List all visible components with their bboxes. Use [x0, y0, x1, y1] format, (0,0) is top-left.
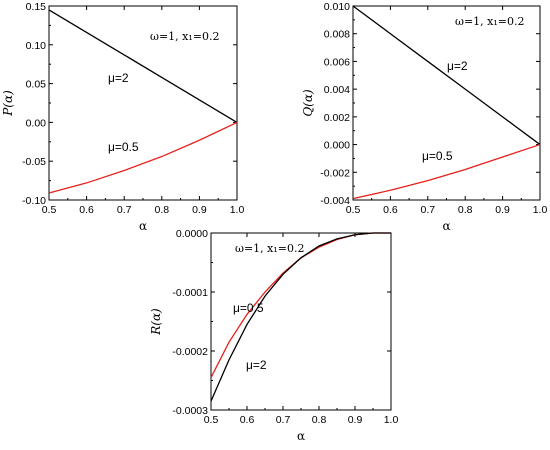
x-tick-label: 0.6: [79, 204, 94, 216]
y-tick-label: 0.15: [26, 1, 47, 13]
y-tick-label: 0.00: [26, 117, 47, 129]
series-label-2: μ=2: [246, 358, 267, 372]
series-line-1: [48, 9, 238, 123]
series-label-1: μ=0.5: [233, 301, 264, 315]
x-axis-label: α: [442, 219, 450, 233]
x-tick-label: 0.6: [383, 204, 398, 216]
x-tick-label: 0.5: [346, 204, 361, 216]
x-tick-label: 0.5: [204, 414, 219, 426]
y-axis-label: P(α): [1, 90, 15, 117]
parameter-annotation: ω=1, x₁=0.2: [455, 15, 525, 28]
parameter-annotation: ω=1, x₁=0.2: [150, 30, 220, 43]
y-tick-label: -0.0003: [172, 405, 208, 417]
y-tick-label: 0.002: [324, 112, 350, 124]
y-axis-label: R(α): [149, 308, 163, 336]
y-tick-label: -0.10: [22, 195, 46, 207]
series-line-1: [352, 5, 541, 146]
series-label-1: μ=2: [447, 59, 468, 73]
y-tick-label: 0.10: [26, 40, 47, 52]
x-tick-label: 0.7: [420, 204, 435, 216]
y-tick-label: 0.0000: [176, 228, 208, 240]
series-label-2: μ=0.5: [108, 140, 139, 154]
series-label-1: μ=2: [108, 71, 129, 85]
y-tick-label: -0.05: [22, 156, 46, 168]
parameter-annotation: ω=1, x₁=0.2: [235, 242, 305, 255]
y-tick-label: 0.05: [26, 79, 47, 91]
x-tick-label: 0.8: [312, 414, 327, 426]
x-tick-label: 0.7: [117, 204, 132, 216]
x-axis-label: α: [139, 219, 147, 233]
y-tick-label: -0.004: [320, 195, 350, 207]
y-tick-label: 0.004: [324, 84, 350, 96]
y-tick-label: -0.0002: [172, 346, 208, 358]
series-label-2: μ=0.5: [422, 149, 453, 163]
x-tick-label: 0.7: [276, 414, 291, 426]
x-axis-label: α: [297, 429, 305, 443]
chart-panel-1: 0.5 0.6 0.7 0.8 0.9 1.0 -0.10 -0.05 0.00 0.05 0.10…: [1, 1, 244, 233]
chart-panel-2: 0.5 0.6 0.7 0.8 0.9 1.0 -0.004 -0.002 0.000 0.002…: [301, 1, 547, 233]
plot-frame: [352, 5, 541, 201]
plot-frame: [210, 232, 392, 411]
y-tick-label: 0.000: [324, 140, 350, 152]
chart-panel-3: 0.5 0.6 0.7 0.8 0.9 1.0 -0.0003 -0.0002 -0.0001 0…: [149, 228, 398, 443]
x-tick-label: 0.9: [348, 414, 363, 426]
x-tick-label: 0.8: [458, 204, 473, 216]
x-tick-label: 0.9: [495, 204, 510, 216]
y-tick-label: -0.0001: [172, 287, 208, 299]
series-line-2: [210, 232, 391, 402]
y-axis-label: Q(α): [301, 89, 315, 117]
x-tick-label: 0.8: [154, 204, 169, 216]
y-tick-label: -0.002: [320, 167, 350, 179]
y-tick-label: 0.008: [324, 29, 350, 41]
x-tick-label: 1.0: [230, 204, 245, 216]
y-tick-label: 0.010: [324, 1, 350, 13]
x-tick-label: 1.0: [533, 204, 548, 216]
x-tick-label: 0.5: [42, 204, 57, 216]
x-tick-label: 0.9: [192, 204, 207, 216]
y-tick-label: 0.006: [324, 56, 350, 68]
series-line-2: [352, 143, 541, 200]
series-line-2: [48, 121, 238, 194]
x-tick-label: 0.6: [240, 414, 255, 426]
x-tick-label: 1.0: [384, 414, 399, 426]
